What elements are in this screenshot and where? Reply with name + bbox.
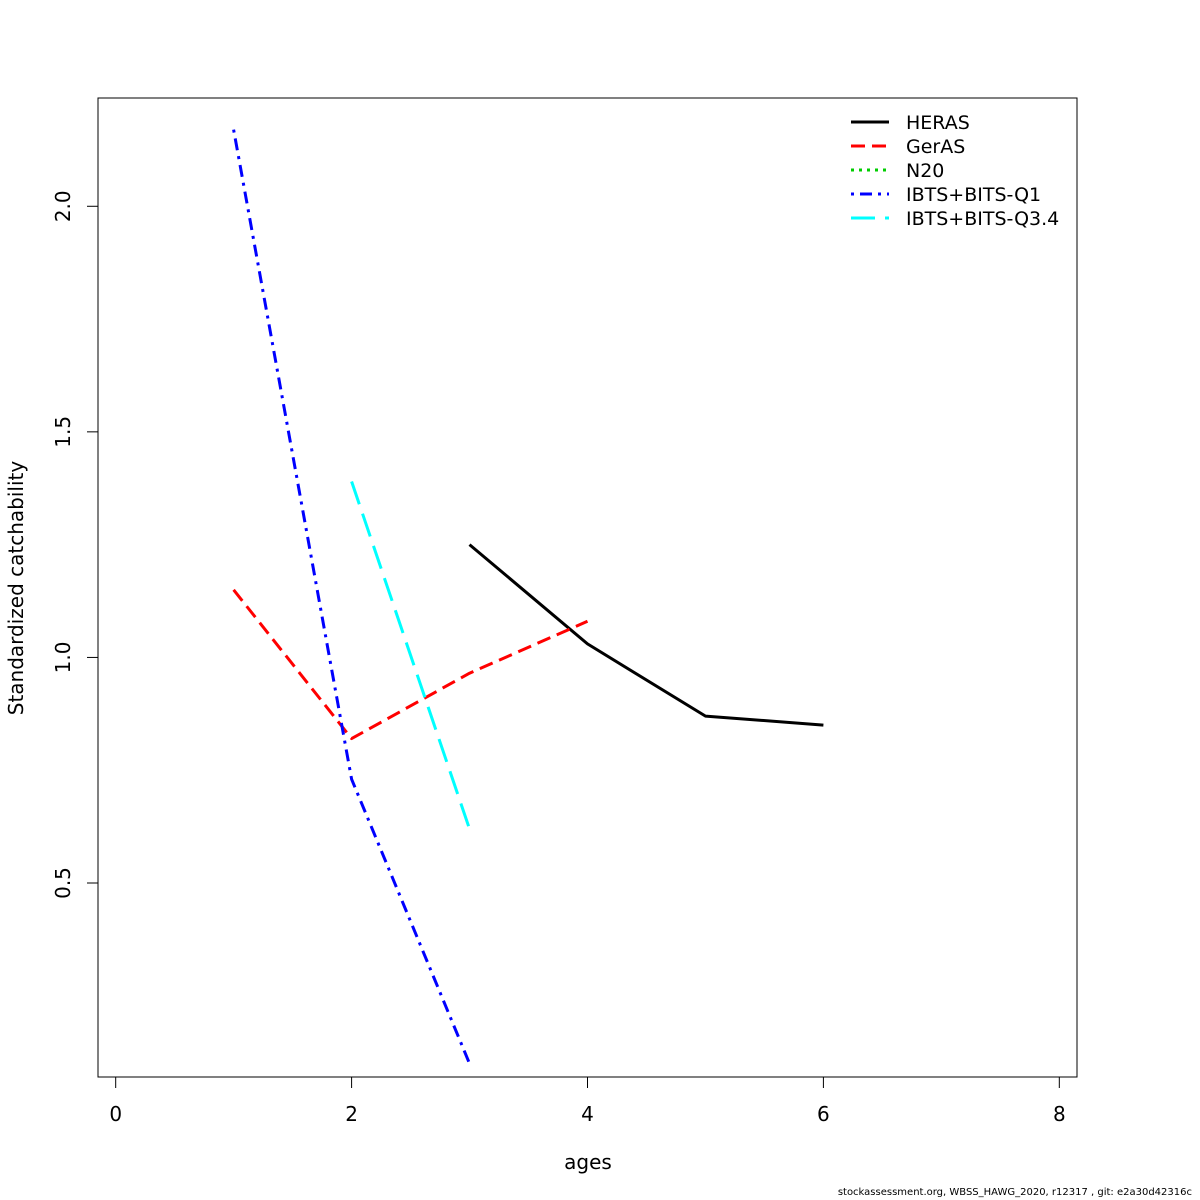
x-tick-label: 2 [345, 1102, 358, 1126]
legend-label: IBTS+BITS-Q1 [906, 184, 1041, 206]
y-axis-label: Standardized catchability [4, 461, 28, 716]
x-tick-label: 6 [817, 1102, 830, 1126]
y-tick-label: 1.5 [51, 416, 75, 448]
x-tick-label: 0 [109, 1102, 122, 1126]
series-line-geras [232, 588, 589, 741]
legend-label: HERAS [906, 112, 970, 134]
legend-label: GerAS [906, 136, 965, 158]
y-tick-label: 2.0 [51, 190, 75, 222]
x-axis-label: ages [564, 1150, 612, 1174]
y-tick-label: 1.0 [51, 642, 75, 674]
legend-label: IBTS+BITS-Q3.4 [906, 208, 1059, 230]
plot-frame [97, 97, 1078, 1078]
y-tick-label: 0.5 [51, 867, 75, 899]
x-tick-label: 8 [1053, 1102, 1066, 1126]
series-layer [232, 129, 824, 1065]
footer-note: stockassessment.org, WBSS_HAWG_2020, r12… [837, 1187, 1192, 1198]
legend-label: N20 [906, 160, 944, 182]
axes-layer: 0 2 4 6 8 0.5 1.0 1.5 2.0 [51, 190, 1066, 1126]
x-tick-label: 4 [581, 1102, 594, 1126]
series-line-heras [468, 543, 824, 727]
series-line-ibts-bits-q1 [232, 129, 471, 1065]
series-line-ibts-bits-q3-4 [350, 481, 471, 830]
